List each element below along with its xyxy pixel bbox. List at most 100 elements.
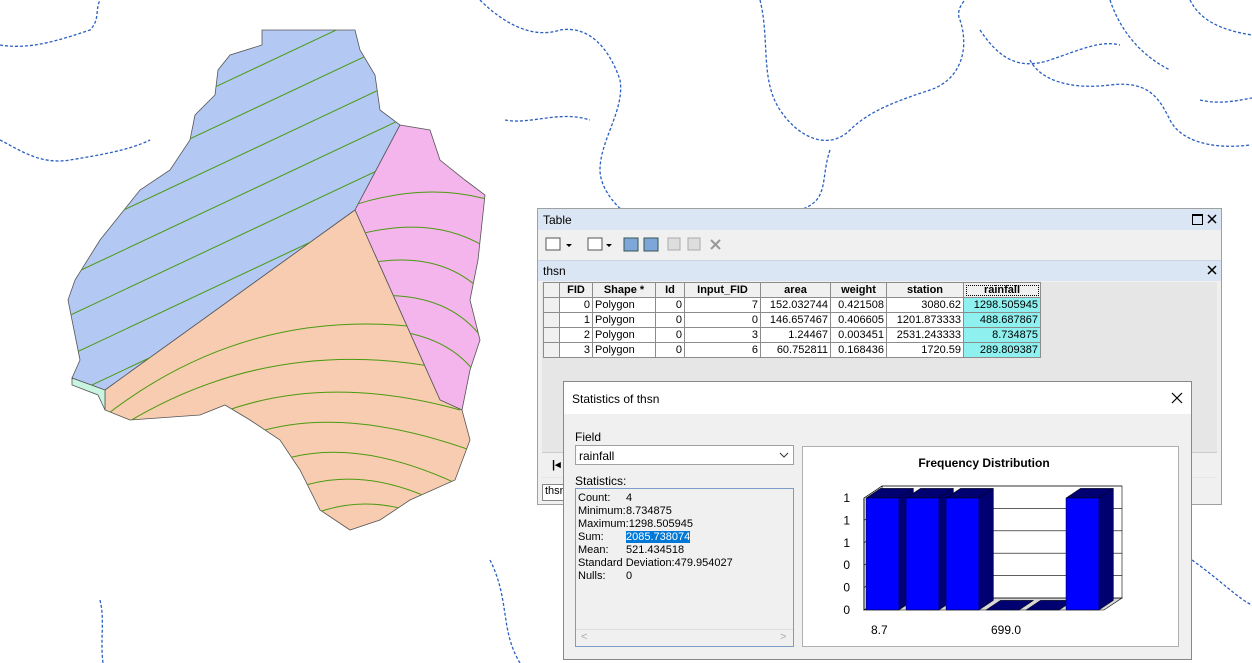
chart-title: Frequency Distribution [918, 456, 1049, 470]
table-cell: Polygon [592, 297, 656, 313]
bottom-tab[interactable]: thsn [542, 484, 566, 501]
table-cell: 1298.505945 [963, 297, 1041, 313]
statistic-row: Minimum:8.734875 [578, 505, 672, 517]
y-tick-label: 1 [843, 536, 850, 550]
bar [1065, 497, 1100, 611]
close-tab-button[interactable] [1207, 265, 1217, 275]
maximize-button[interactable] [1192, 214, 1203, 225]
table-cell: 0.406605 [830, 312, 887, 328]
x-tick-label: 8.7 [871, 623, 888, 637]
column-header: station [886, 282, 964, 298]
statistic-value: 479.954027 [674, 557, 733, 569]
statistic-value: 4 [626, 492, 633, 504]
column-header: FID [559, 282, 593, 298]
dialog-title-bar: Statistics of thsn [564, 382, 1191, 414]
table-cell: 0.421508 [830, 297, 887, 313]
table-cell: 0 [655, 297, 685, 313]
table-cell: Polygon [592, 342, 656, 358]
column-header: rainfall [963, 282, 1041, 298]
statistic-label: Mean: [578, 544, 609, 556]
table-cell: 1201.873333 [886, 312, 964, 328]
statistic-label: Count: [578, 492, 611, 504]
region-mint [71, 377, 106, 411]
row-selector [543, 297, 560, 313]
statistic-label: Nulls: [578, 570, 606, 582]
toolbar [545, 237, 721, 252]
statistics-dialog: Statistics of thsn Field rainfall Statis… [563, 381, 1192, 660]
table-cell: 1.24467 [760, 327, 831, 343]
table-cell: 6 [684, 342, 761, 358]
table-cell: 8.734875 [963, 327, 1041, 343]
clear-selection[interactable] [667, 237, 681, 251]
bar [905, 497, 940, 611]
related-tables[interactable] [587, 237, 603, 251]
first-record-button[interactable]: |◂ [552, 459, 561, 471]
select-by-attributes[interactable] [623, 237, 639, 252]
y-tick-label: 0 [843, 558, 850, 572]
layer-tab[interactable]: thsn [543, 264, 566, 278]
column-header: Id [655, 282, 685, 298]
switch-selection[interactable] [643, 237, 659, 252]
table-cell: 146.657467 [760, 312, 831, 328]
statistic-label: Standard Deviation: [578, 557, 675, 569]
table-options[interactable] [545, 237, 561, 251]
statistic-row: Standard Deviation:479.954027 [578, 557, 733, 569]
y-tick-label: 1 [843, 491, 850, 505]
table-row: 2 Polygon 0 3 1.24467 0.003451 2531.243333 8.73… [543, 327, 1041, 343]
delete-selected[interactable] [710, 239, 721, 250]
table-cell: 3 [684, 327, 761, 343]
layer-tab-bar: thsn [538, 260, 1221, 281]
table-cell: 0 [655, 327, 685, 343]
field-combo[interactable]: rainfall [575, 445, 794, 465]
table-row: 1 Polygon 0 0 146.657467 0.406605 1201.873333 4… [543, 312, 1041, 328]
table-cell: 488.687867 [963, 312, 1041, 328]
statistic-value: 8.734875 [626, 505, 672, 517]
frequency-chart: Frequency Distribution 0 0 0 1 1 1 8.7 699.0 [843, 456, 1123, 637]
window-title: Table [543, 213, 572, 227]
field-value: rainfall [579, 449, 615, 463]
bar-side [978, 487, 994, 611]
bottom-tab-label: thsn [545, 485, 566, 497]
table-cell: 2 [559, 327, 593, 343]
row-selector [543, 312, 560, 328]
table-cell: 152.032744 [760, 297, 831, 313]
statistic-row: Sum: 2085.738074 [578, 531, 691, 543]
statistic-value: 1298.505945 [628, 518, 693, 530]
bar [945, 497, 980, 611]
statistic-value: 0 [626, 570, 633, 582]
table-cell: 2531.243333 [886, 327, 964, 343]
table-cell: 0.168436 [830, 342, 887, 358]
table-cell: 3080.62 [886, 297, 964, 313]
statistic-label: Sum: [578, 531, 604, 543]
table-cell: 60.752811 [760, 342, 831, 358]
statistics-label: Statistics: [575, 474, 627, 488]
table-cell: 1 [559, 312, 593, 328]
title-bar: Table [538, 209, 1221, 230]
row-selector [543, 327, 560, 343]
statistics-box: < > Count: 4 Minimum:8.734875 Maximum:1298.5… [575, 488, 794, 647]
scrollbar[interactable]: < > [576, 629, 793, 647]
chart-panel: Frequency Distribution 0 0 0 1 1 1 8.7 699.0 [802, 446, 1179, 647]
table-cell: 0 [655, 312, 685, 328]
table-cell: 0 [655, 342, 685, 358]
table-cell: 3 [559, 342, 593, 358]
table-row: 3 Polygon 0 6 60.752811 0.168436 1720.59 289.80… [543, 342, 1041, 358]
statistic-value: 2085.738074 [626, 531, 691, 543]
table-cell: 0 [559, 297, 593, 313]
table-cell: 0 [684, 312, 761, 328]
dialog-close-button[interactable] [1171, 392, 1183, 404]
statistic-row: Count: 4 [578, 492, 632, 504]
column-header: Shape * [592, 282, 656, 298]
table-row: 0 Polygon 0 7 152.032744 0.421508 3080.62 1298.… [543, 297, 1041, 313]
close-button[interactable] [1207, 214, 1217, 224]
statistic-value: 521.434518 [626, 544, 685, 556]
column-header: weight [830, 282, 887, 298]
x-tick-label: 699.0 [991, 623, 1021, 637]
table-cell: 1720.59 [886, 342, 964, 358]
field-label: Field [575, 430, 602, 444]
table-cell: Polygon [592, 327, 656, 343]
zoom-selected[interactable] [687, 237, 701, 251]
